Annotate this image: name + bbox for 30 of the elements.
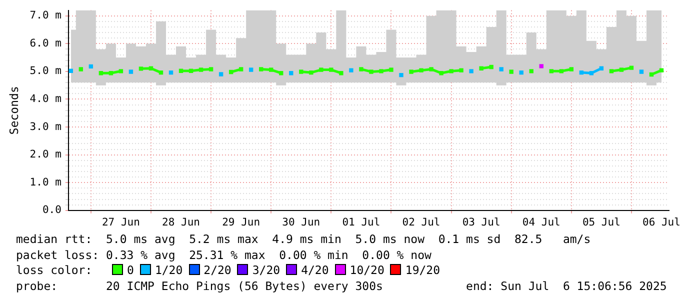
x-tick-label: 28 Jun [162,216,200,228]
y-tick-label: 2.0 m [30,148,62,161]
x-tick-label: 30 Jun [282,216,320,228]
legend-label: 0 [126,263,134,277]
text: packet loss: 0.33 % avg 25.31 % max 0.00 % min 0.00 % now [16,248,432,263]
text: probe: 20 ICMP Echo Pings (56 Bytes) every 300s end: Sun Jul 6 15:06:56 2025 [16,278,668,294]
x-tick-label: 05 Jul [582,216,620,228]
legend-title: loss color: [16,263,92,277]
legend-label: 10/20 [348,263,384,277]
legend-label: 4/20 [300,263,329,277]
x-tick-label: 02 Jul [402,216,440,228]
y-tick-label: 3.0 m [30,120,62,133]
legend-label: 3/20 [251,263,280,277]
y-tick-label: 1.0 m [30,176,62,188]
y-tick-label: 7.0 m [30,10,62,22]
y-axis-title: Seconds [6,86,21,135]
x-tick-label: 01 Jul [342,216,380,228]
text: median rtt: 5.0 ms avg 5.2 ms max 4.9 ms min 5.0 ms now 0.1 ms sd 82.5 am/s [16,232,592,248]
x-tick-label: 04 Jul [522,216,560,228]
legend-label: 19/20 [404,263,440,277]
x-tick-label: 03 Jul [462,216,500,228]
x-tick-label: 06 Jul [642,216,680,228]
y-tick-label: 4.0 m [30,92,62,105]
y-tick-label: 6.0 m [30,37,62,50]
x-tick-label: 27 Jun [102,216,140,228]
legend-label: 2/20 [202,263,232,277]
x-tick-label: 29 Jun [222,216,260,228]
legend-label: 1/20 [154,263,183,277]
y-tick-label: 0.0 [42,204,62,216]
y-tick-label: 5.0 m [30,65,62,78]
